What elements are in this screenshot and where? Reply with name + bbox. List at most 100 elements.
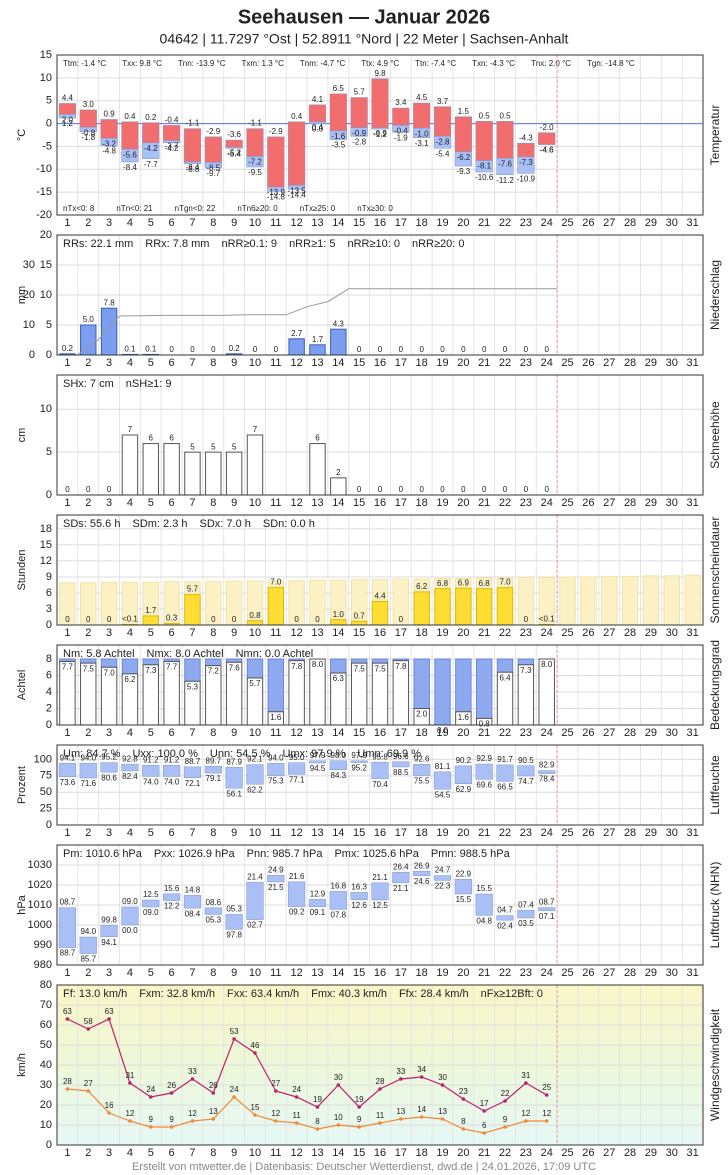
wind-point [524, 1081, 528, 1085]
value-label: 04.8 [476, 917, 492, 926]
value-label: 12.9 [310, 889, 326, 898]
wind-point [461, 1127, 466, 1131]
range-box [475, 160, 493, 173]
range-box [517, 909, 535, 919]
y2-tick-label: 0 [29, 349, 35, 361]
value-label: 0 [399, 345, 404, 354]
y-tick-label: 10 [40, 289, 52, 301]
value-label: 7.0 [499, 578, 511, 587]
value-label: 94.0 [80, 927, 96, 936]
value-label: -8.1 [477, 162, 491, 171]
range-box [225, 767, 243, 789]
x-tick-label: 20 [457, 357, 469, 369]
x-tick-label: 24 [541, 217, 553, 229]
x-tick-label: 4 [127, 827, 133, 839]
value-label: 27 [84, 1079, 93, 1088]
panel-name: Bedeckungsgrad [708, 640, 722, 730]
stat-text: Pmx: 1025.6 hPa [334, 848, 419, 860]
value-label: 90.5 [518, 756, 534, 765]
range-box [538, 770, 556, 774]
x-tick-label: 22 [499, 727, 511, 739]
y-tick-label: 0 [46, 819, 52, 831]
wind-point [378, 1121, 382, 1125]
value-label: 88.7 [185, 757, 201, 766]
bar-remainder [205, 658, 222, 667]
x-tick-label: 12 [291, 1147, 303, 1159]
x-tick-label: 9 [231, 627, 237, 639]
value-label: -1.0 [415, 129, 429, 138]
bar [621, 575, 639, 626]
x-tick-label: 3 [106, 627, 112, 639]
bar [413, 591, 430, 626]
y2-tick-label: 20 [23, 289, 35, 301]
bar [371, 601, 389, 626]
stat-text: nTx<0: 8 [63, 204, 95, 213]
range-box [163, 140, 181, 144]
value-label: 0.2 [62, 344, 74, 353]
value-label: 34 [417, 1065, 426, 1074]
value-label: -3.5 [331, 141, 345, 150]
y-tick-label: 5 [46, 319, 52, 331]
value-label: 9 [169, 1115, 174, 1124]
wind-point [378, 1087, 382, 1091]
value-label: -2.8 [436, 137, 450, 146]
x-tick-label: 28 [624, 497, 636, 509]
value-label: 6.8 [437, 579, 449, 588]
value-label: -5.4 [436, 149, 450, 158]
stat-text: nRR≥10: 0 [347, 238, 400, 250]
value-label: -3.1 [415, 139, 429, 148]
x-tick-label: 6 [169, 357, 175, 369]
range-box [308, 104, 327, 122]
value-label: 2.7 [291, 329, 303, 338]
x-tick-label: 23 [520, 357, 532, 369]
stat-text: Umn: 69.9 % [357, 748, 421, 760]
value-label: 94.0 [268, 753, 284, 762]
bar [559, 576, 576, 626]
stat-text: nRR≥1: 5 [289, 238, 335, 250]
x-tick-label: 1 [64, 217, 70, 229]
value-label: 94.1 [60, 753, 76, 762]
range-box [121, 121, 139, 150]
x-tick-label: 30 [666, 357, 678, 369]
value-label: 12 [271, 1109, 280, 1118]
value-label: -3.6 [227, 130, 241, 139]
value-label: 62.9 [456, 785, 472, 794]
value-label: 17 [480, 1099, 489, 1108]
value-label: 7 [128, 425, 133, 434]
bar [163, 443, 180, 496]
value-label: 15.5 [456, 895, 472, 904]
x-tick-label: 1 [64, 827, 70, 839]
x-tick-label: 23 [520, 967, 532, 979]
stat-text: SDs: 55.6 h [63, 518, 120, 530]
value-label: 5.7 [187, 585, 199, 594]
x-tick-label: 20 [457, 217, 469, 229]
bar [142, 443, 159, 496]
stat-text: Nmx: 8.0 Achtel [147, 648, 224, 660]
x-tick-label: 31 [686, 497, 698, 509]
stat-text: Ffx: 28.4 km/h [399, 988, 469, 1000]
range-box [246, 156, 264, 168]
range-box [58, 114, 77, 119]
x-tick-label: 14 [332, 1147, 344, 1159]
value-label: 0.4 [124, 112, 136, 121]
x-tick-label: 9 [231, 967, 237, 979]
value-label: 0 [544, 485, 549, 494]
x-tick-label: 20 [457, 827, 469, 839]
value-label: 0 [211, 615, 216, 624]
wind-point [440, 1083, 445, 1087]
stat-text: nTgn<0: 22 [175, 204, 216, 213]
wind-point [399, 1117, 403, 1121]
range-box [413, 102, 431, 129]
wind-point [86, 1089, 91, 1093]
value-label: 30 [438, 1073, 447, 1082]
value-label: 24 [292, 1085, 301, 1094]
x-tick-label: 27 [603, 967, 615, 979]
value-label: 6.5 [333, 84, 345, 93]
value-label: 91.2 [164, 755, 180, 764]
range-box [496, 158, 514, 176]
x-tick-label: 10 [249, 827, 261, 839]
value-label: 92.6 [414, 754, 430, 763]
range-box [517, 765, 535, 777]
value-label: 08.4 [185, 909, 201, 918]
wind-point [419, 1075, 424, 1079]
